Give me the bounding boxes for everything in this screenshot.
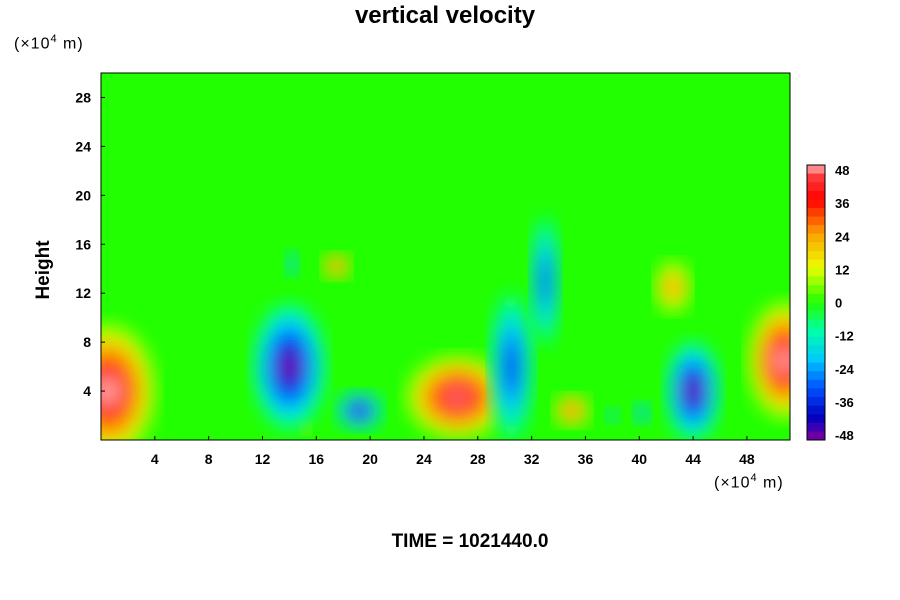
- x-tick-label: 28: [470, 451, 486, 467]
- colorbar-tick-label: 12: [835, 262, 849, 277]
- y-tick-label: 20: [75, 187, 91, 203]
- field-features: [101, 214, 790, 440]
- field-feature: [321, 253, 352, 280]
- x-axis-unit: (×104 m): [714, 472, 784, 492]
- colorbar-band: [807, 431, 825, 441]
- colorbar-band: [807, 173, 825, 183]
- colorbar-band: [807, 250, 825, 261]
- colorbar-band: [807, 311, 825, 321]
- colorbar-band: [807, 328, 825, 338]
- colorbar-band: [807, 225, 825, 235]
- colorbar-tick-label: 24: [835, 229, 850, 244]
- colorbar-tick-label: 48: [835, 163, 849, 178]
- colorbar-tick-label: -36: [835, 395, 854, 410]
- colorbar-band: [807, 207, 825, 218]
- colorbar-tick-label: -12: [835, 329, 854, 344]
- plot-frame: [100, 72, 791, 441]
- y-tick-label: 16: [75, 236, 91, 252]
- colorbar-band: [807, 190, 825, 200]
- x-tick-label: 40: [631, 451, 647, 467]
- field-feature: [665, 341, 721, 440]
- field-feature: [553, 394, 591, 428]
- field-feature: [632, 401, 652, 425]
- y-axis-unit: (×104 m): [14, 33, 84, 53]
- colorbar-band: [807, 302, 825, 312]
- colorbar-band: [807, 362, 825, 372]
- colorbar-band: [807, 268, 825, 278]
- y-unit-exp: 4: [50, 33, 58, 45]
- x-tick-label: 8: [205, 451, 213, 467]
- x-unit-suffix: m): [757, 474, 784, 492]
- colorbar-band: [807, 165, 825, 175]
- y-tick-label: 28: [75, 89, 91, 105]
- x-unit-prefix: (×10: [714, 474, 751, 492]
- field-feature: [101, 325, 155, 440]
- colorbar-band: [807, 371, 825, 381]
- x-tick-label: 4: [151, 451, 159, 467]
- colorbar-band: [807, 242, 825, 252]
- field-feature: [748, 302, 790, 419]
- colorbar-tick-label: 36: [835, 196, 849, 211]
- x-unit-exp: 4: [750, 472, 758, 484]
- colorbar-band: [807, 336, 825, 346]
- colorbar-band: [807, 405, 825, 415]
- colorbar-frame: [806, 164, 826, 441]
- field-feature: [605, 407, 620, 424]
- x-tick-label: 44: [685, 451, 701, 467]
- colorbar-band: [807, 233, 825, 243]
- y-tick-label: 8: [83, 334, 91, 350]
- colorbar-band: [807, 199, 825, 209]
- field-feature: [284, 250, 300, 278]
- time-label: TIME = 1021440.0: [391, 531, 549, 552]
- colorbar-band: [807, 345, 825, 355]
- field-feature: [654, 260, 692, 314]
- x-tick-label: 48: [739, 451, 755, 467]
- colorbar-band: [807, 397, 825, 407]
- y-unit-prefix: (×10: [14, 35, 51, 53]
- x-tick-label: 24: [416, 451, 432, 467]
- colorbar-band: [807, 285, 825, 295]
- colorbar-band: [807, 216, 825, 226]
- y-tick-label: 12: [75, 285, 91, 301]
- colorbar-band: [807, 379, 825, 389]
- colorbar-band: [807, 293, 825, 303]
- field-feature: [335, 390, 383, 431]
- y-tick-label: 24: [75, 138, 91, 154]
- y-unit-suffix: m): [57, 35, 84, 53]
- colorbar-band: [807, 182, 825, 192]
- colorbar-band: [807, 276, 825, 286]
- x-tick-label: 12: [255, 451, 271, 467]
- colorbar-band: [807, 388, 825, 398]
- chart-title: vertical velocity: [354, 2, 536, 29]
- field-feature: [253, 303, 326, 430]
- colorbar-band: [807, 259, 825, 269]
- colorbar-tick-label: 0: [835, 296, 842, 311]
- field-feature: [530, 214, 560, 348]
- colorbar-band: [807, 319, 825, 329]
- colorbar-band: [807, 354, 825, 364]
- x-tick-label: 36: [578, 451, 594, 467]
- y-tick-label: 4: [83, 383, 91, 399]
- colorbar-tick-label: -48: [835, 428, 854, 443]
- field-feature: [489, 292, 534, 440]
- x-tick-label: 16: [309, 451, 325, 467]
- field-feature: [406, 355, 509, 439]
- colorbar-band: [807, 422, 825, 432]
- x-tick-label: 20: [362, 451, 378, 467]
- colorbar: 48 36 24 12 0 -12 -24 -36 -48: [806, 163, 855, 443]
- colorbar-tick-label: -24: [835, 362, 855, 377]
- x-tick-label: 32: [524, 451, 540, 467]
- colorbar-band: [807, 414, 825, 424]
